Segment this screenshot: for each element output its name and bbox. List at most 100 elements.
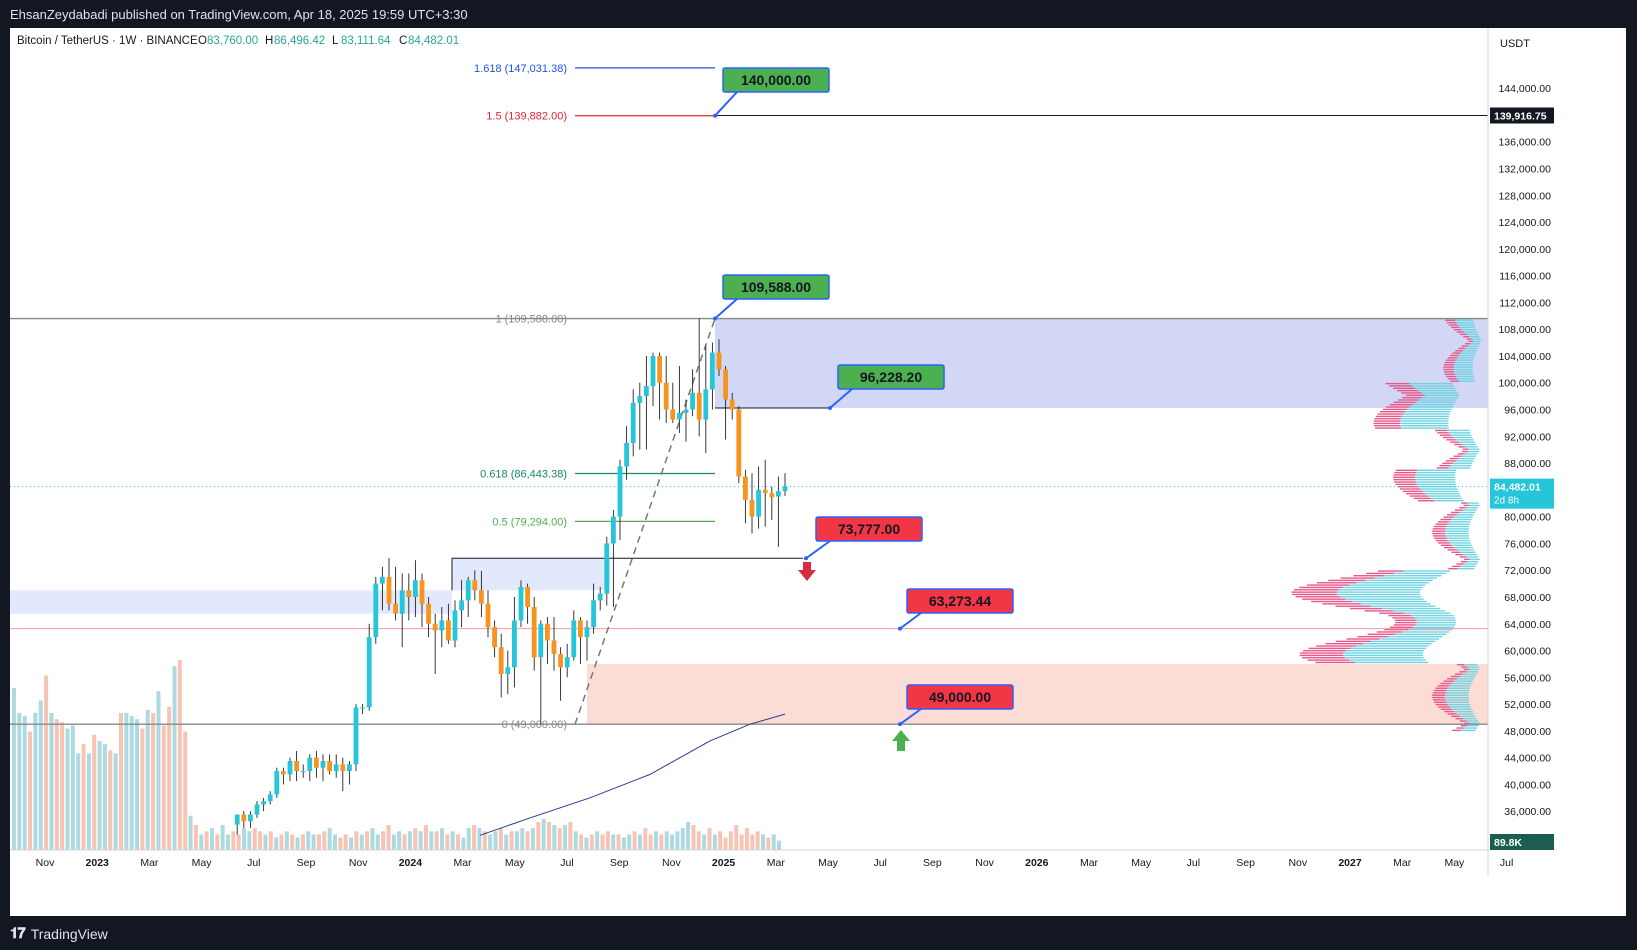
profile-up-bar [1455, 375, 1474, 378]
volume-bar [536, 821, 541, 850]
candle-body [452, 610, 458, 641]
profile-up-bar [1370, 640, 1436, 643]
volume-bar [263, 834, 268, 850]
volume-bar [712, 834, 717, 850]
volume-bar [177, 660, 182, 850]
volume-bar [12, 688, 16, 850]
volume-bar [381, 831, 386, 850]
profile-down-bar [1458, 446, 1466, 448]
profile-up-bar [1465, 671, 1479, 673]
profile-down-bar [1443, 366, 1454, 368]
volume-bar [300, 834, 305, 850]
profile-up-bar [1445, 694, 1469, 696]
time-tick-label: Nov [1288, 857, 1307, 869]
candles-layer [234, 318, 788, 835]
profile-up-bar [1454, 546, 1473, 549]
candle-body [300, 771, 306, 773]
profile-down-bar [1437, 685, 1450, 687]
profile-up-bar [1421, 392, 1459, 394]
candle-body [551, 640, 557, 654]
candle-body [769, 493, 775, 498]
volume-bar [552, 825, 557, 850]
profile-down-bar [1436, 467, 1449, 469]
price-tag-label: 89.8K [1494, 837, 1522, 849]
candle-body [716, 352, 722, 370]
profile-down-bar [1292, 593, 1338, 596]
up-arrow-icon [892, 730, 910, 751]
chart-area[interactable]: 1.618 (147,031.38) 1.5 (139,882.00) 1 (109… [10, 28, 1626, 916]
profile-down-bar [1295, 596, 1341, 598]
profile-down-bar [1307, 659, 1350, 661]
profile-up-bar [1454, 361, 1473, 364]
tradingview-brand[interactable]: 𝟏𝟕 TradingView [10, 925, 108, 942]
volume-bar [466, 828, 471, 850]
volume-bar [402, 834, 407, 850]
profile-down-bar [1316, 582, 1357, 584]
profile-up-bar [1465, 347, 1478, 350]
profile-down-bar [1447, 514, 1457, 516]
profile-up-bar [1424, 394, 1460, 397]
profile-up-bar [1411, 614, 1454, 617]
profile-down-bar [1377, 570, 1404, 572]
profile-down-bar [1384, 628, 1409, 631]
profile-up-bar [1462, 509, 1477, 511]
profile-up-bar [1408, 628, 1453, 631]
profile-up-bar [1425, 493, 1460, 495]
profile-up-bar [1350, 647, 1426, 650]
profile-down-bar [1438, 706, 1450, 708]
profile-up-bar [1469, 504, 1480, 507]
profile-down-bar [1302, 657, 1346, 659]
candle-body [439, 620, 445, 631]
volume-bar [204, 831, 209, 850]
profile-up-bar [1453, 436, 1473, 439]
profile-up-bar [1422, 490, 1459, 493]
profile-up-bar [1466, 560, 1479, 563]
candle-body [736, 409, 742, 477]
candle-body [248, 814, 253, 822]
profile-down-bar [1440, 518, 1452, 521]
profile-up-bar [1409, 382, 1453, 385]
profile-up-bar [1407, 408, 1452, 411]
volume-bar [755, 831, 760, 850]
profile-down-bar [1397, 399, 1419, 401]
volume-bar [113, 753, 118, 850]
profile-down-bar [1463, 336, 1469, 338]
price-tick-label: 136,000.00 [1498, 137, 1551, 149]
profile-up-bar [1343, 654, 1423, 657]
volume-bar [226, 834, 230, 850]
profile-down-bar [1299, 654, 1344, 657]
price-tick-label: 64,000.00 [1504, 619, 1551, 631]
profile-up-bar [1351, 600, 1427, 603]
btc-weekly-chart[interactable]: 1.618 (147,031.38) 1.5 (139,882.00) 1 (109… [10, 28, 1626, 916]
volume-bar [247, 831, 252, 850]
candle-body [353, 707, 359, 765]
volume-bar [440, 828, 444, 850]
profile-up-bar [1411, 385, 1454, 387]
profile-up-bar [1416, 483, 1456, 486]
profile-down-bar [1450, 675, 1460, 678]
volume-bar [434, 831, 439, 850]
profile-down-bar [1440, 682, 1452, 685]
profile-up-bar [1340, 596, 1422, 598]
price-tag-label: 139,916.75 [1494, 111, 1547, 123]
profile-up-bar [1445, 530, 1469, 532]
volume-bar [744, 828, 749, 850]
volume-bar [520, 828, 525, 850]
volume-bar [498, 828, 503, 850]
volume-bar [659, 834, 664, 850]
profile-down-bar [1392, 387, 1415, 389]
profile-down-bar [1392, 617, 1415, 619]
profile-up-bar [1445, 535, 1469, 537]
profile-up-bar [1455, 439, 1474, 441]
symbol-legend: Bitcoin / TetherUS · 1W · BINANCE O 83,76… [17, 35, 459, 47]
profile-up-bar [1421, 396, 1459, 399]
down-arrow-icon [798, 562, 816, 581]
profile-up-bar [1415, 624, 1456, 626]
candle-body [611, 516, 616, 544]
candle-body [710, 352, 715, 390]
profile-down-bar [1394, 619, 1417, 621]
candle-body [281, 771, 286, 775]
callout-anchor [713, 316, 717, 321]
volume-bar [514, 831, 519, 850]
profile-down-bar [1353, 575, 1385, 577]
